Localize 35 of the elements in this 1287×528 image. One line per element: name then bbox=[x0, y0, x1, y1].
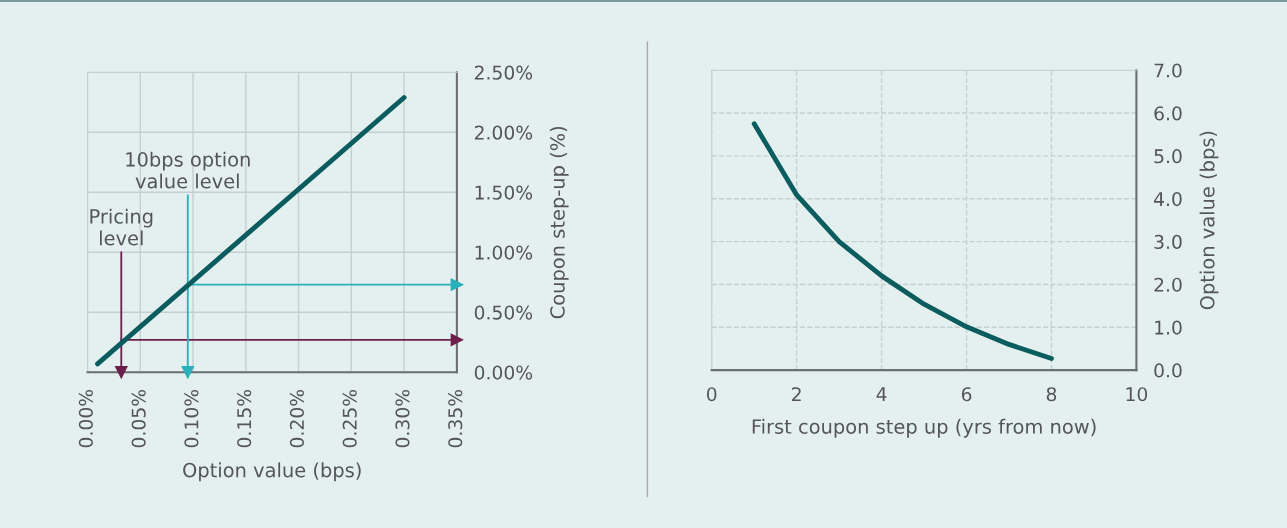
y-axis-title: Coupon step-up (%) bbox=[549, 126, 569, 319]
y-tick-label: 2.50% bbox=[474, 65, 533, 80]
y-tick-label: 7.0 bbox=[1154, 63, 1182, 78]
x-tick-label: 0.05% bbox=[131, 389, 146, 448]
ref-line-label: Pricing level bbox=[90, 208, 153, 246]
y-tick-label: 0.0 bbox=[1154, 363, 1182, 378]
line-series bbox=[751, 121, 1054, 361]
x-tick-label: 0.30% bbox=[395, 389, 410, 448]
ref-line-label: 10bps option value level bbox=[126, 151, 250, 189]
y-tick-label: 6.0 bbox=[1154, 106, 1182, 121]
x-tick-label: 0.20% bbox=[289, 389, 305, 448]
x-tick-label: 0.15% bbox=[237, 389, 252, 448]
x-tick-label: 10 bbox=[1126, 387, 1148, 402]
x-axis-title: First coupon step up (yrs from now) bbox=[752, 418, 1096, 438]
y-tick-label: 2.00% bbox=[474, 125, 533, 140]
y-tick-label: 1.00% bbox=[475, 245, 533, 260]
y-tick-label: 1.50% bbox=[475, 185, 533, 200]
x-tick-label: 2 bbox=[792, 387, 801, 402]
y-tick-label: 3.0 bbox=[1154, 234, 1182, 249]
x-axis-title: Option value (bps) bbox=[183, 462, 361, 482]
y-axis-title: Option value (bps) bbox=[1199, 131, 1219, 310]
x-tick-label: 0.35% bbox=[448, 389, 463, 448]
x-tick-label: 6 bbox=[961, 387, 972, 402]
x-tick-label: 0.25% bbox=[342, 389, 357, 448]
x-tick-label: 8 bbox=[1046, 387, 1057, 402]
y-tick-label: 0.00% bbox=[474, 365, 533, 380]
y-tick-label: 4.0 bbox=[1154, 191, 1182, 207]
y-tick-label: 0.50% bbox=[474, 305, 533, 320]
x-tick-label: 4 bbox=[876, 387, 887, 402]
y-tick-label: 5.0 bbox=[1154, 149, 1182, 164]
y-tick-label: 1.0 bbox=[1155, 320, 1182, 335]
x-tick-label: 0.00% bbox=[78, 389, 93, 448]
x-tick-label: 0 bbox=[706, 387, 717, 402]
x-tick-label: 0.10% bbox=[184, 389, 199, 448]
y-tick-label: 2.0 bbox=[1154, 277, 1182, 292]
